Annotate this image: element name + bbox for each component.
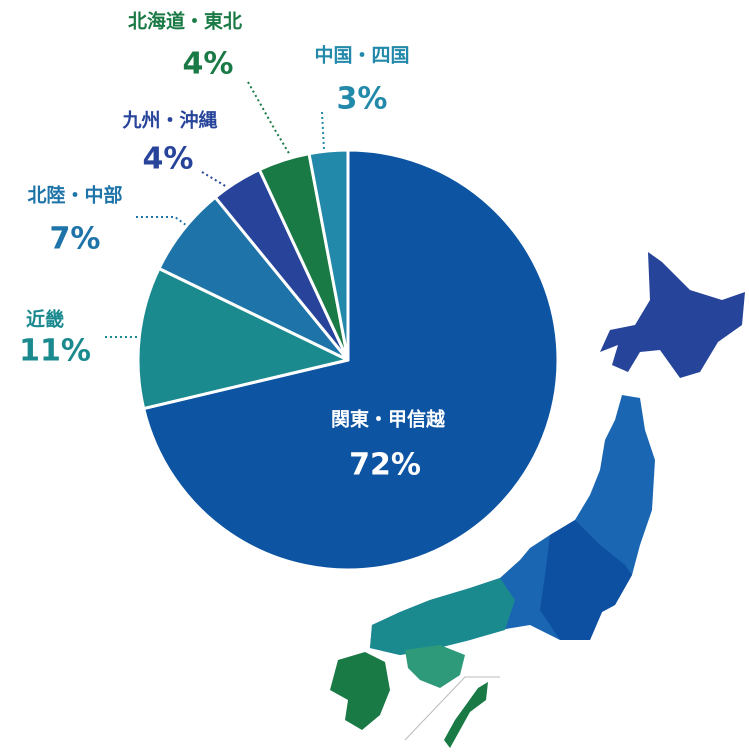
- pie-slice: [142, 148, 560, 572]
- category-label: 北海道・東北: [128, 10, 242, 33]
- category-label: 九州・沖縄: [121, 109, 217, 132]
- category-label: 関東・甲信越: [331, 408, 446, 431]
- leader-line: [247, 81, 291, 156]
- japan-map: [330, 252, 745, 748]
- leader-line: [136, 216, 191, 229]
- value-label: 4%: [143, 142, 194, 177]
- pie-slice: [136, 266, 350, 411]
- category-label: 中国・四国: [314, 44, 409, 67]
- category-label: 北陸・中部: [27, 184, 122, 207]
- leader-line: [201, 171, 233, 191]
- leader-lines: [105, 81, 325, 338]
- value-label: 7%: [50, 222, 101, 257]
- value-label: 4%: [183, 47, 234, 82]
- category-label: 近畿: [26, 308, 64, 331]
- labels: 関東・甲信越 72% 近畿 11% 北陸・中部 7% 九州・沖縄 4% 北海道・東北 4% 中国・四…: [19, 10, 446, 483]
- pie-slice: [307, 148, 350, 362]
- leader-line: [321, 111, 325, 151]
- value-label: 3%: [337, 82, 388, 117]
- pie: [136, 148, 560, 572]
- value-label: 72%: [349, 448, 421, 483]
- value-label: 11%: [19, 334, 91, 369]
